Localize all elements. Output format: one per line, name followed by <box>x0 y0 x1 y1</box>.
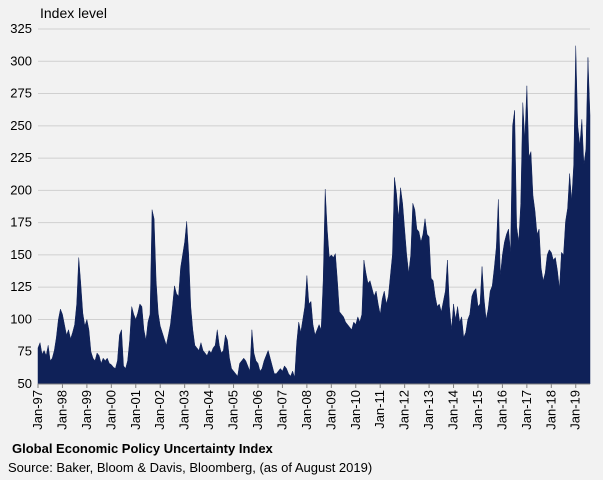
x-tick-label: Jan-97 <box>30 390 45 430</box>
x-tick-label: Jan-07 <box>274 390 289 430</box>
x-tick-label: Jan-18 <box>543 390 558 430</box>
x-tick-label: Jan-02 <box>152 390 167 430</box>
x-tick-label: Jan-11 <box>372 390 387 429</box>
x-tick-label: Jan-08 <box>299 390 314 430</box>
y-tick-label: 275 <box>10 86 32 101</box>
x-tick-label: Jan-01 <box>128 390 143 430</box>
x-tick-label: Jan-99 <box>79 390 94 430</box>
x-tick-label: Jan-10 <box>348 390 363 430</box>
x-tick-label: Jan-12 <box>397 390 412 430</box>
x-tick-label: Jan-04 <box>201 390 216 430</box>
y-tick-label: 175 <box>10 215 32 230</box>
y-axis-title: Index level <box>40 5 107 21</box>
y-tick-label: 325 <box>10 21 32 36</box>
area-series <box>37 45 591 385</box>
x-tick-label: Jan-17 <box>519 390 534 430</box>
x-tick-label: Jan-00 <box>103 390 118 430</box>
x-tick-label: Jan-19 <box>568 390 583 430</box>
x-tick-label: Jan-98 <box>54 390 69 430</box>
x-tick-label: Jan-06 <box>250 390 265 430</box>
x-tick-label: Jan-15 <box>470 390 485 430</box>
y-tick-label: 75 <box>18 344 32 359</box>
y-tick-label: 125 <box>10 279 32 294</box>
x-tick-label: Jan-09 <box>323 390 338 430</box>
y-tick-label: 50 <box>18 376 32 391</box>
y-tick-label: 250 <box>10 118 32 133</box>
y-tick-label: 225 <box>10 150 32 165</box>
x-tick-label: Jan-16 <box>494 390 509 430</box>
chart: 50 75 100 125 150 175 200 225 250 275 300 325 Jan-97… <box>10 21 591 430</box>
y-tick-label: 200 <box>10 182 32 197</box>
y-tick-label: 150 <box>10 247 32 262</box>
y-tick-label: 100 <box>10 311 32 326</box>
figure-title: Global Economic Policy Uncertainty Index <box>12 441 273 456</box>
figure-source: Source: Baker, Bloom & Davis, Bloomberg,… <box>8 460 373 475</box>
x-tick-label: Jan-13 <box>421 390 436 430</box>
x-tick-label: Jan-14 <box>446 390 461 430</box>
x-tick-label: Jan-05 <box>226 390 241 430</box>
x-tick-label: Jan-03 <box>177 390 192 430</box>
y-tick-label: 300 <box>10 53 32 68</box>
